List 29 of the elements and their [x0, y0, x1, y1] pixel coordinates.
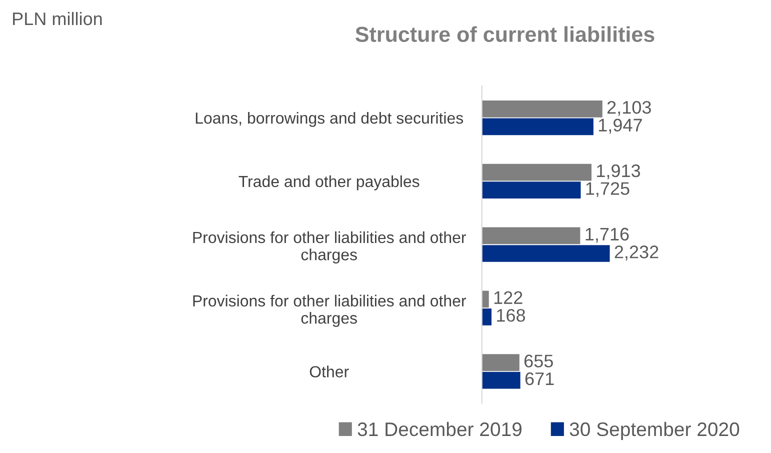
bar — [482, 164, 592, 181]
chart-title: Structure of current liabilities — [356, 26, 654, 42]
y-tick-label: Loans, borrowings and debt securities — [196, 112, 464, 127]
bar — [482, 118, 594, 136]
y-tick-label: Provisions for other liabilities and other charges — [193, 294, 466, 327]
y-tick-label: Provisions for other liabilities and other charges — [193, 231, 466, 264]
legend-label: 30 September 2020 — [570, 422, 740, 440]
y-tick-label: Trade and other payables — [238, 175, 420, 190]
data-label: 168 — [497, 308, 526, 322]
bar — [482, 290, 489, 308]
legend-label: 31 December 2019 — [358, 422, 522, 436]
data-label: 2,232 — [614, 246, 658, 260]
data-label: 655 — [524, 354, 553, 368]
data-label: 1,725 — [586, 182, 630, 198]
text: PLN million — [13, 12, 102, 26]
data-label: 1,947 — [598, 118, 642, 134]
data-label: 671 — [525, 372, 554, 386]
data-label: 122 — [494, 291, 522, 304]
bar — [482, 354, 520, 372]
data-label: 1,913 — [597, 164, 640, 180]
bar — [482, 182, 581, 199]
bar — [482, 227, 580, 244]
bar — [482, 245, 610, 262]
bar — [482, 372, 520, 389]
data-label: 1,716 — [586, 228, 629, 243]
bar — [482, 308, 492, 326]
y-tick-label: Other — [310, 366, 349, 378]
bar — [482, 100, 602, 118]
data-label: 2,103 — [607, 100, 651, 116]
